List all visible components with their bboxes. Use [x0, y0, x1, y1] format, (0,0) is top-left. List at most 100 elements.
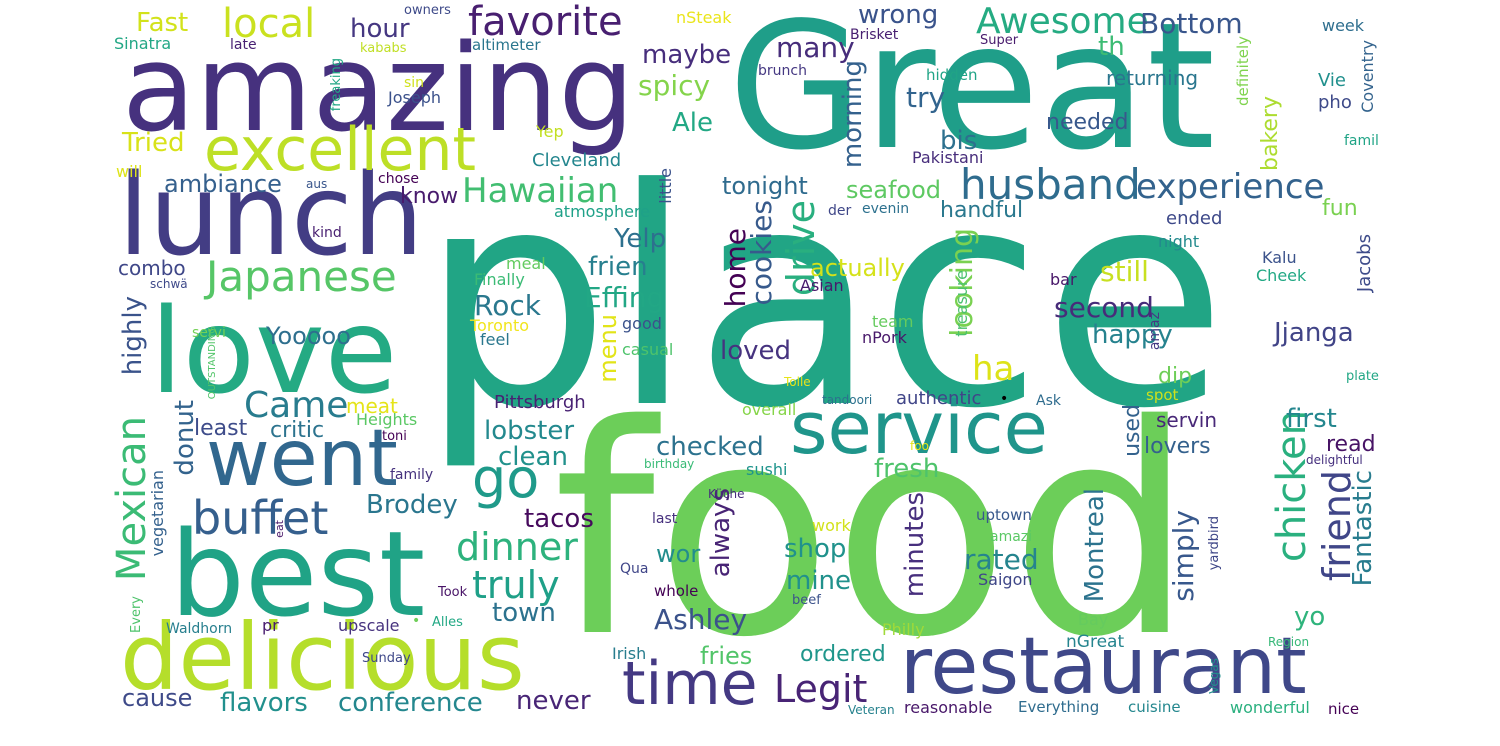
word-loved: loved	[720, 336, 792, 366]
word-cheek: Cheek	[1256, 266, 1307, 285]
word-used: used	[1120, 404, 1145, 457]
word-pho: pho	[1318, 92, 1352, 113]
word-town: town	[492, 598, 556, 628]
word-beef: beef	[792, 593, 821, 608]
word-little: little	[656, 168, 675, 204]
word-der: der	[828, 203, 852, 219]
word-truly: truly	[472, 563, 560, 607]
word-kalu: Kalu	[1262, 248, 1297, 267]
word-good: good	[622, 314, 662, 333]
word-wonderful: wonderful	[1230, 698, 1310, 717]
word-frien: frien	[588, 252, 648, 282]
word-hour: hour	[350, 14, 410, 44]
word-clean: clean	[498, 442, 568, 472]
word-everything: Everything	[1018, 698, 1100, 716]
word-upscale: upscale	[338, 616, 400, 635]
word-took: Took	[438, 585, 468, 600]
word-tacos: tacos	[524, 504, 594, 534]
dot-mark: •	[1000, 391, 1009, 407]
word-food: food	[553, 364, 1195, 701]
word-brodey: Brodey	[366, 490, 458, 520]
word-try: try	[906, 81, 946, 114]
word-best: best	[170, 505, 426, 643]
word-cause: cause	[122, 684, 193, 712]
word-awesome: Awesome	[976, 1, 1149, 42]
word-servin: servin	[1156, 408, 1218, 432]
word-fantastic: Fantastic	[1348, 470, 1378, 587]
word-casual: casual	[622, 340, 674, 359]
word-amazi: amazi	[990, 529, 1033, 545]
word-super: Super	[980, 33, 1019, 48]
word-ale: Ale	[672, 108, 714, 138]
word-altimeter: altimeter	[472, 36, 541, 54]
word-lunch: lunch	[118, 151, 424, 281]
word-will: will	[116, 162, 143, 181]
word-menu: menu	[594, 314, 622, 383]
word-cookies: cookies	[745, 200, 778, 306]
word-vie: Vie	[1318, 70, 1346, 91]
word-work: work	[812, 516, 851, 535]
word-yooooo: Yooooo	[266, 322, 351, 350]
word-jacobs: Jacobs	[1354, 234, 1375, 293]
word-ashley: Ashley	[654, 603, 748, 636]
word-happy: happy	[1092, 320, 1173, 350]
word-tried: Tried	[122, 128, 185, 158]
word-lovers: lovers	[1144, 434, 1211, 459]
word-kababs: kababs	[360, 41, 407, 56]
word-never: never	[516, 686, 591, 716]
word-every: Every	[129, 596, 144, 633]
word-time: time	[622, 649, 758, 719]
word-home: home	[719, 228, 752, 308]
word-sinatra: Sinatra	[114, 34, 172, 53]
word-ordered: ordered	[800, 642, 886, 667]
word-needed: needed	[1046, 110, 1129, 135]
word-ended: ended	[1166, 208, 1223, 229]
word-restaurant: restaurant	[900, 622, 1307, 712]
word-irish: Irish	[612, 644, 647, 663]
word-conference: conference	[338, 688, 483, 718]
word-treasure: treasure	[952, 270, 971, 337]
word-qua: Qua	[620, 561, 649, 577]
word-npork: nPork	[862, 328, 907, 347]
word-still: still	[1100, 255, 1149, 288]
word-tolle: Tolle	[784, 375, 811, 389]
word-kueche: Küche	[708, 487, 745, 501]
word-outstanding: OUTSTANDING	[207, 326, 218, 400]
word-mexican: Mexican	[109, 416, 155, 582]
word-checked: checked	[656, 432, 764, 462]
word-saigon: Saigon	[978, 570, 1033, 589]
word-bar: bar	[1050, 270, 1077, 289]
word-authentic: authentic	[896, 388, 982, 409]
word-service: service	[790, 386, 1048, 470]
word-went: went	[206, 414, 398, 504]
word-veteran: Veteran	[848, 703, 895, 717]
word-simply: simply	[1167, 510, 1200, 602]
word-lobster: lobster	[484, 416, 575, 446]
word-wrong: wrong	[858, 0, 939, 30]
word-combo: combo	[118, 256, 186, 280]
word-morning: morning	[838, 60, 868, 169]
word-yo: yo	[1294, 602, 1326, 632]
word-th: th	[1098, 32, 1125, 62]
word-pakistani: Pakistani	[912, 148, 984, 167]
word-cleveland: Cleveland	[532, 150, 622, 171]
word-bis: bis	[940, 126, 978, 156]
word-came: Came	[244, 385, 349, 426]
word-sushi: sushi	[746, 460, 788, 479]
word-ngreat: nGreat	[1066, 632, 1125, 652]
word-freaking: freaking	[329, 58, 344, 112]
word-whole: whole	[654, 582, 699, 600]
word-overall: overall	[742, 400, 797, 419]
word-asian: Asian	[800, 276, 844, 295]
word-bakery: bakery	[1258, 96, 1283, 172]
word-toronto: Toronto	[470, 316, 530, 335]
word-family: family	[390, 467, 434, 483]
word-shop: shop	[784, 534, 847, 564]
word-rated: rated	[964, 543, 1039, 576]
word-local: local	[222, 1, 316, 47]
dot-mark: •	[412, 613, 421, 629]
word-pittsburgh: Pittsburgh	[494, 392, 586, 413]
word-brunch: brunch	[758, 63, 807, 79]
word-region: Region	[1268, 635, 1310, 649]
